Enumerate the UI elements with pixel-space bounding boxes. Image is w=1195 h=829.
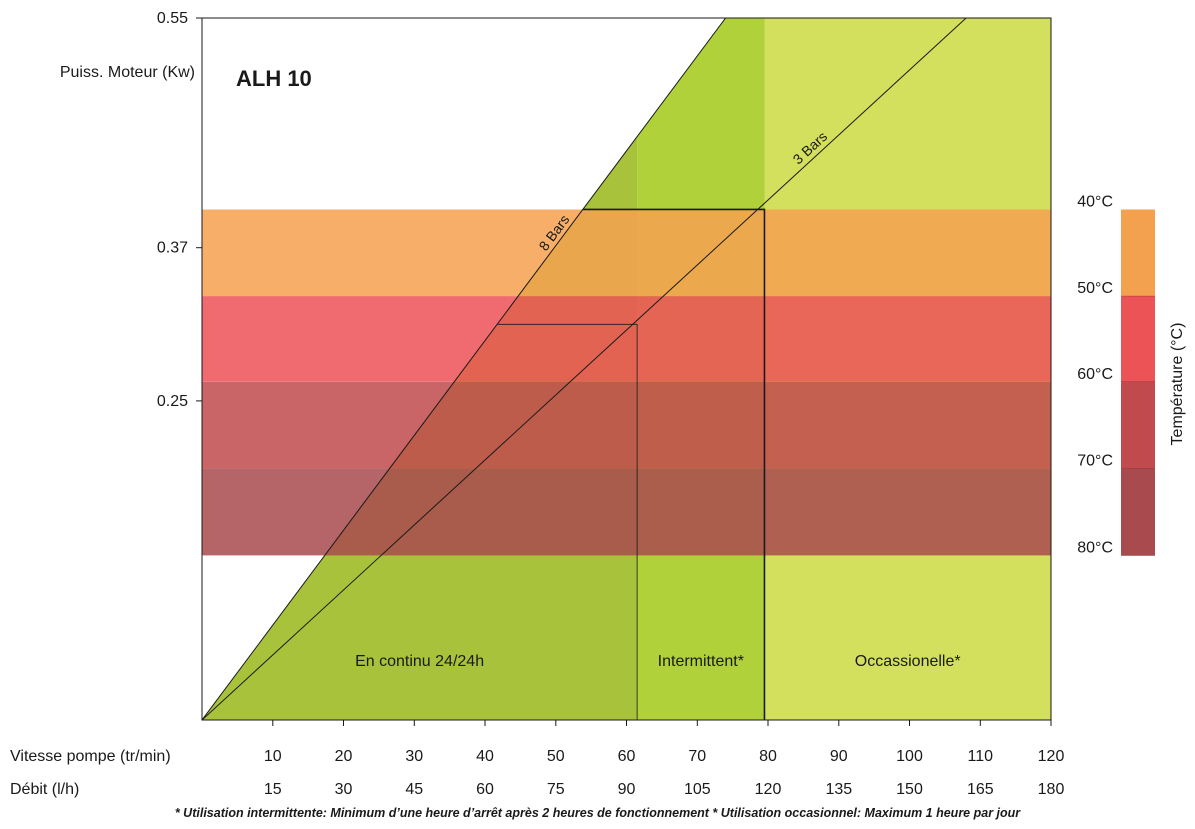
speed-tick-label-2: 30: [405, 748, 423, 765]
flow-tick-label-8: 135: [825, 781, 852, 798]
speed-tick-label-11: 120: [1038, 748, 1065, 765]
speed-tick-label-4: 50: [547, 748, 565, 765]
intermittent-zone-outline: [582, 208, 766, 720]
flow-tick-label-3: 60: [476, 781, 494, 798]
temperature-band-0: [202, 209, 1051, 297]
temperature-tick-0: 40°C: [1077, 194, 1113, 211]
y-tick-label-2: 0.25: [157, 393, 188, 410]
usage-zone-label-2: Occassionelle*: [855, 653, 961, 670]
flow-tick-label-2: 45: [405, 781, 423, 798]
speed-tick-label-3: 40: [476, 748, 494, 765]
flow-tick-label-10: 165: [967, 781, 994, 798]
temperature-scale-swatch-2: [1121, 381, 1155, 469]
chart-labels: ALH 10 Puiss. Moteur (Kw) Température (°…: [10, 64, 1186, 798]
usage-zone-label-0: En continu 24/24h: [355, 653, 484, 670]
flow-tick-label-9: 150: [896, 781, 923, 798]
temperature-tick-4: 80°C: [1077, 539, 1113, 556]
speed-tick-label-10: 110: [968, 748, 994, 765]
temperature-tick-3: 70°C: [1077, 453, 1113, 470]
temperature-bands: [202, 209, 1051, 556]
usage-zone-label-1: Intermittent*: [658, 653, 744, 670]
axis-tick-labels: En continu 24/24h Intermittent* Occassione…: [157, 10, 1113, 798]
chart-title: ALH 10: [236, 66, 312, 91]
temperature-axis-label: Température (°C): [1169, 323, 1186, 446]
footnote: * Utilisation intermittente: Minimum d’u…: [174, 806, 1021, 820]
temperature-scale-swatch-3: [1121, 468, 1155, 556]
flow-tick-label-1: 30: [335, 781, 353, 798]
flow-tick-label-5: 90: [618, 781, 636, 798]
y-axis-label: Puiss. Moteur (Kw): [60, 64, 195, 81]
temperature-scale-swatch-0: [1121, 209, 1155, 297]
speed-tick-label-1: 20: [335, 748, 353, 765]
speed-tick-label-9: 100: [896, 748, 923, 765]
flow-tick-label-4: 75: [547, 781, 565, 798]
temperature-scale-swatch-1: [1121, 296, 1155, 382]
flow-tick-label-0: 15: [264, 781, 282, 798]
temperature-tick-1: 50°C: [1077, 280, 1113, 297]
y-tick-label-1: 0.37: [157, 240, 188, 257]
speed-tick-label-6: 70: [688, 748, 706, 765]
speed-tick-label-5: 60: [618, 748, 636, 765]
flow-tick-label-11: 180: [1038, 781, 1065, 798]
flow-tick-label-6: 105: [684, 781, 711, 798]
temperature-tick-2: 60°C: [1077, 366, 1113, 383]
speed-tick-label-0: 10: [264, 748, 282, 765]
temperature-band-1: [202, 296, 1051, 382]
flow-tick-label-7: 120: [755, 781, 782, 798]
temperature-band-3: [202, 468, 1051, 556]
pressure-line-0: [202, 18, 727, 720]
speed-tick-label-8: 90: [830, 748, 848, 765]
x-axis-label-flow: Débit (l/h): [10, 781, 79, 798]
speed-tick-label-7: 80: [759, 748, 777, 765]
plot-frame: [196, 17, 1155, 726]
continuous-zone-outline: [497, 323, 638, 720]
pressure-line-1: [202, 18, 967, 720]
y-tick-label-0: 0.55: [157, 10, 188, 27]
x-axis-label-speed: Vitesse pompe (tr/min): [10, 748, 171, 765]
temperature-band-2: [202, 381, 1051, 469]
